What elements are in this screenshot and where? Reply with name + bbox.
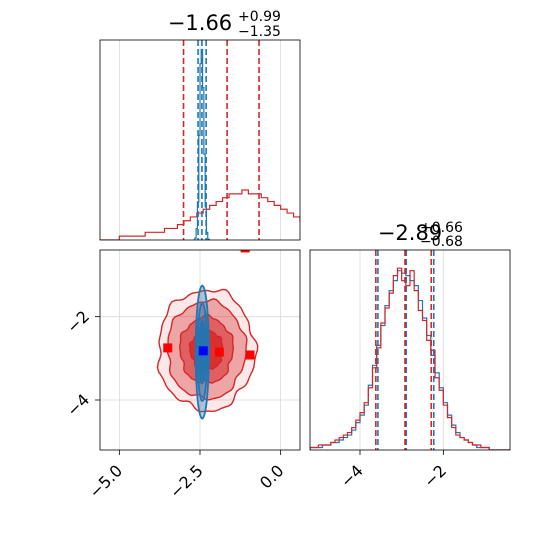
joint-x-ticks: −5.0 −2.5 0.0 [85,450,287,502]
param2-title-value: −2.89 [378,221,442,245]
joint-panel [99,249,301,451]
joint-ytick-label-0: −2 [63,307,93,337]
param2-hist-red [310,267,510,450]
param2-title: −2.89 [378,221,442,245]
joint-xtick-label-2: 0.0 [256,461,287,492]
param1-hist-red [100,189,300,240]
joint-xtick-label-1: −2.5 [166,461,207,502]
param2-xtick-label-1: −2 [420,461,450,491]
param1-marginal-frame [99,39,301,241]
param2-x-ticks: −4 −2 [337,450,450,491]
param1-title-value: −1.66 [168,11,232,35]
joint-marker-0 [163,343,173,353]
joint-marker-2 [245,350,255,360]
param2-title-plus: +0.66 [420,220,463,236]
param2-hist-blue [310,270,510,450]
param1-title: −1.66 [168,11,232,35]
joint-marker-4 [198,346,208,356]
param1-title-plus: +0.99 [238,9,281,25]
joint-markers [163,250,255,360]
joint-ytick-label-1: −4 [63,390,93,420]
param1-title-minus: −1.35 [238,24,281,40]
joint-xtick-label-0: −5.0 [85,461,126,502]
param1-marginal-histograms [100,40,300,240]
param1-marginal-panel [99,39,301,241]
param2-marginal-histograms [310,250,510,450]
joint-y-ticks: −2 −4 [63,307,100,420]
param2-title-minus: −0.68 [420,234,463,250]
param2-marginal-frame [309,249,511,451]
joint-marker-3 [240,250,250,253]
joint-marker-1 [214,347,224,357]
param2-marginal-panel [309,249,511,451]
param2-xtick-label-0: −4 [337,461,367,491]
